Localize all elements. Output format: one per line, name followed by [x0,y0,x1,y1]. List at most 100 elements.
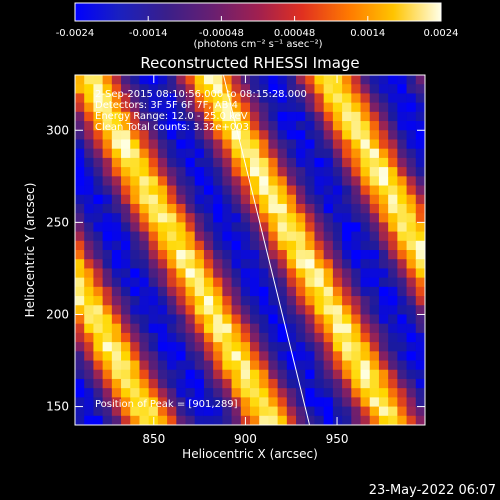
heatmap-cell [259,148,270,159]
heatmap-cell [84,277,95,288]
heatmap-cell [157,121,168,131]
heatmap-cell [268,176,279,187]
x-tick-label: 850 [142,432,165,446]
heatmap-cell [323,305,334,316]
heatmap-cell [314,213,325,223]
y-tick-label: 200 [46,307,69,321]
heatmap-cell [176,84,187,95]
heatmap-cell [121,250,131,260]
colorbar-tick-label: 0.0014 [350,28,385,39]
heatmap-cell [157,369,168,380]
heatmap-cell [213,277,223,288]
heatmap-cell [148,148,159,159]
heatmap-cell [93,213,104,223]
heatmap-cell [185,231,196,242]
heatmap-cell [176,250,187,260]
heatmap-cell [185,185,196,196]
heatmap-cell [231,277,242,288]
heatmap-cell [332,176,343,187]
heatmap-cell [176,314,187,325]
heatmap-cell [332,323,343,334]
heatmap-cell [203,360,214,371]
heatmap-cell [231,185,242,196]
heatmap-cell [296,213,306,223]
heatmap-cell [332,268,343,279]
heatmap-cell [397,286,408,297]
heatmap-cell [360,157,371,168]
heatmap-cell [148,351,159,362]
heatmap-cell [139,286,150,297]
heatmap-cell [305,332,316,343]
heatmap-cell [240,176,251,187]
y-tick-label: 150 [46,400,69,414]
heatmap-cell [203,332,214,343]
heatmap-cell [314,194,325,205]
heatmap-cell [406,121,417,131]
heatmap-cell [296,194,306,205]
heatmap-cell [314,130,325,141]
heatmap-cell [360,388,371,398]
heatmap-cell [139,415,150,425]
heatmap-cell [222,351,233,362]
heatmap-cell [194,332,205,343]
heatmap-cell [268,415,279,425]
heatmap-cell [203,378,214,389]
heatmap-cell [203,231,214,242]
heatmap-cell [75,231,85,242]
heatmap-cell [406,157,417,168]
heatmap-cell [231,268,242,279]
heatmap-cell [286,369,297,380]
heatmap-cell [121,296,131,306]
heatmap-cell [84,415,95,425]
heatmap-cell [369,130,380,141]
heatmap-cell [277,277,288,288]
heatmap-cell [268,378,279,389]
heatmap-cell [305,213,316,223]
heatmap-cell [378,268,389,279]
heatmap-cell [415,323,425,334]
heatmap-cell [268,369,279,380]
colorbar-tick-label: 0.00048 [274,28,315,39]
heatmap-cell [406,406,417,417]
heatmap-cell [75,305,85,316]
heatmap-cell [296,231,306,242]
heatmap-cell [323,185,334,196]
heatmap-cell [176,277,187,288]
heatmap-cell [203,388,214,398]
heatmap-cell [342,296,352,306]
heatmap-cell [259,342,270,352]
heatmap-cell [84,360,95,371]
heatmap-cell [314,277,325,288]
heatmap-cell [194,305,205,316]
chart-title: Reconstructed RHESSI Image [140,54,359,72]
heatmap-cell [378,323,389,334]
heatmap-cell [259,351,270,362]
heatmap-cell [102,277,113,288]
heatmap-cell [185,222,196,233]
heatmap-cell [406,351,417,362]
heatmap-cell [360,250,371,260]
heatmap-cell [332,203,343,214]
heatmap-cell [305,222,316,233]
heatmap-cell [305,305,316,316]
heatmap-cell [84,240,95,251]
heatmap-cell [148,93,159,104]
heatmap-cell [314,351,325,362]
heatmap-cell [240,332,251,343]
heatmap-cell [378,75,389,85]
heatmap-cell [111,342,122,352]
heatmap-cell [84,139,95,150]
heatmap-cell [342,148,352,159]
heatmap-cell [102,305,113,316]
heatmap-cell [185,286,196,297]
heatmap-cell [369,286,380,297]
heatmap-cell [314,286,325,297]
heatmap-cell [185,388,196,398]
heatmap-cell [176,378,187,389]
heatmap-cell [277,388,288,398]
heatmap-cell [351,102,362,113]
heatmap-cell [157,139,168,150]
heatmap-cell [397,194,408,205]
heatmap-cell [305,351,316,362]
